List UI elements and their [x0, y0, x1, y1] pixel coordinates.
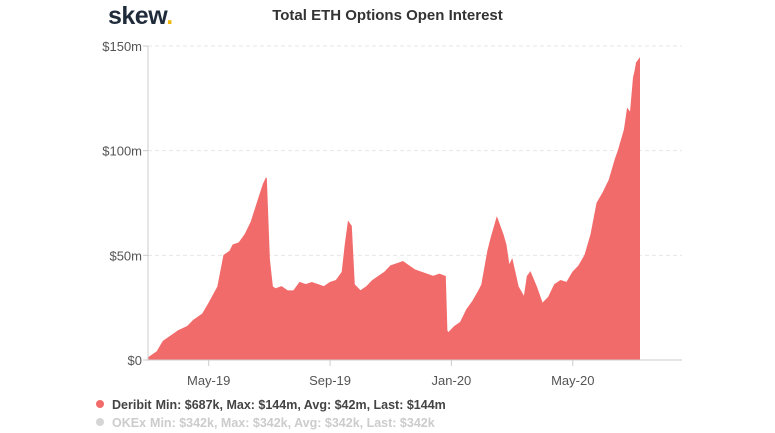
- legend-deribit-stats: Min: $687k, Max: $144m, Avg: $42m, Last:…: [155, 398, 446, 412]
- y-axis-ticks: $0 $50m $100m $150m: [102, 39, 148, 368]
- y-tick-label: $0: [128, 353, 142, 368]
- okex-swatch-icon: [96, 418, 104, 426]
- x-tick-label: May-20: [551, 373, 594, 388]
- legend-deribit-name: Deribit: [112, 398, 152, 412]
- legend-item-deribit[interactable]: Deribit Min: $687k, Max: $144m, Avg: $42m…: [96, 398, 446, 412]
- y-tick-label: $50m: [109, 248, 142, 263]
- x-tick-label: Jan-20: [432, 373, 472, 388]
- skew-logo: skew.: [108, 2, 173, 30]
- deribit-swatch-icon: [96, 400, 104, 408]
- y-tick-label: $100m: [102, 144, 142, 159]
- x-axis-ticks: May-19 Sep-19 Jan-20 May-20: [187, 360, 594, 388]
- chart-title: Total ETH Options Open Interest: [272, 7, 503, 24]
- x-tick-label: Sep-19: [309, 373, 351, 388]
- chart-area: $0 $50m $100m $150m May-19 Sep-19 Jan-20 May-2…: [102, 39, 682, 388]
- legend-item-okex[interactable]: OKEx Min: $342k, Max: $342k, Avg: $342k, …: [96, 416, 435, 430]
- legend-okex-stats: Min: $342k, Max: $342k, Avg: $342k, Last…: [150, 416, 435, 430]
- deribit-area: [147, 57, 640, 361]
- x-tick-label: May-19: [187, 373, 230, 388]
- legend-okex-name: OKEx: [112, 416, 147, 430]
- y-tick-label: $150m: [102, 39, 142, 54]
